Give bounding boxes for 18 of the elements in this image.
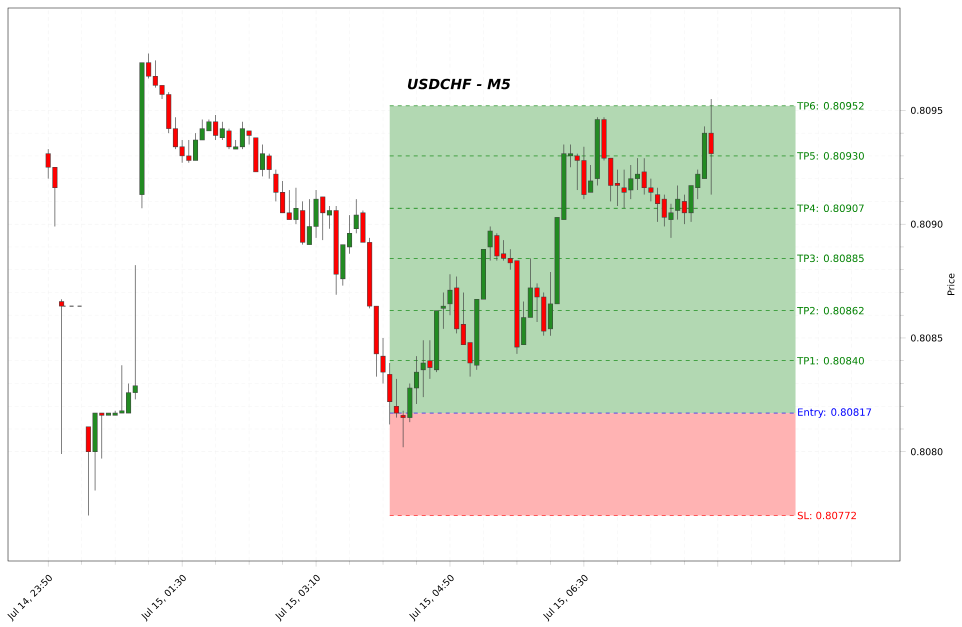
- ref-line-label: TP5: 0.80930: [797, 152, 864, 160]
- ref-line-label: SL: 0.80772: [798, 512, 856, 520]
- candlestick: [380, 338, 386, 384]
- y-tick-label: 0.8090: [911, 220, 942, 228]
- candlestick: [394, 378, 399, 418]
- ref-line-label: TP1: 0.80840: [797, 356, 864, 365]
- text: USDCHF - M5: [408, 78, 510, 90]
- y-tick-label: 0.8085: [911, 334, 942, 342]
- candlestick: [440, 292, 446, 330]
- ref-line-label: Entry: 0.80817: [798, 408, 872, 418]
- ref-line-label: TP3: 0.80885: [797, 254, 864, 262]
- y-tick-label: 0.8095: [911, 106, 942, 114]
- candlestick: [488, 226, 493, 261]
- y-tick-label: 0.8080: [911, 448, 942, 456]
- y-axis-title: Price: [947, 274, 954, 295]
- ref-line-label: TP4: 0.80907: [797, 204, 864, 212]
- ref-line-label: TP6: 0.80952: [797, 102, 864, 110]
- ref-line-label: TP2: 0.80862: [797, 306, 864, 314]
